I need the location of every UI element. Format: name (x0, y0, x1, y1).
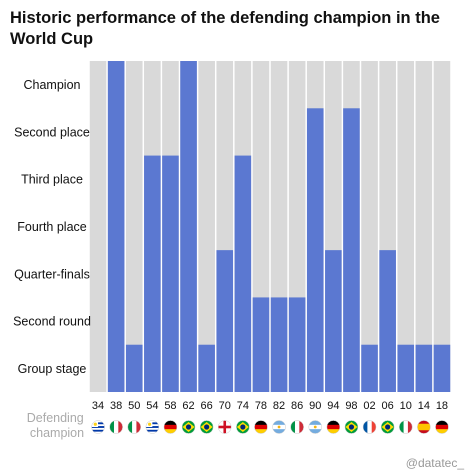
x-tick-86: 86 (291, 400, 303, 412)
bar-98 (343, 108, 360, 393)
credit-text: @datatec_ (406, 456, 465, 470)
x-tick-38: 38 (110, 400, 122, 412)
y-axis-labels: Group stage Second round Quarter-finals Fou… (13, 78, 91, 376)
bar-78 (252, 297, 270, 392)
germany-flag (254, 420, 268, 434)
france-flag (362, 420, 377, 434)
germany-flag (163, 420, 178, 434)
italy-flag (127, 420, 141, 434)
bar-90 (306, 108, 324, 393)
england-flag (218, 420, 232, 434)
y-label-fourth-place: Fourth place (17, 220, 87, 234)
spain-flag (417, 420, 431, 434)
bar-70 (216, 250, 234, 392)
x-tick-58: 58 (164, 400, 176, 412)
chart-columns (89, 61, 451, 392)
column-background-10 (397, 61, 415, 392)
defending-champion-flags (91, 420, 449, 434)
y-label-third-place: Third place (21, 173, 83, 187)
uruguay-flag (145, 420, 160, 434)
x-tick-78: 78 (255, 400, 267, 412)
bar-50 (125, 344, 143, 392)
x-tick-74: 74 (237, 400, 249, 412)
bar-66 (198, 344, 215, 392)
germany-flag (326, 420, 341, 434)
x-tick-06: 06 (382, 400, 394, 412)
argentina-flag (272, 420, 286, 434)
x-tick-18: 18 (436, 400, 448, 412)
bar-10 (397, 344, 415, 392)
y-label-quarter-finals: Quarter-finals (14, 267, 90, 281)
y-label-second-round: Second round (13, 315, 91, 329)
bar-62 (180, 61, 197, 392)
italy-flag (290, 420, 304, 434)
y-label-champion: Champion (24, 78, 81, 92)
column-background-18 (433, 61, 451, 392)
column-background-66 (198, 61, 215, 392)
chart-title: Historic performance of the defending ch… (10, 9, 440, 48)
bar-18 (433, 344, 451, 392)
bar-82 (270, 297, 288, 392)
x-tick-02: 02 (363, 400, 375, 412)
x-tick-10: 10 (400, 400, 412, 412)
column-background-14 (415, 61, 433, 392)
x-tick-94: 94 (327, 400, 339, 412)
x-tick-90: 90 (309, 400, 321, 412)
bar-02 (361, 344, 378, 392)
x-axis-tick-labels: 34 38 50 54 58 62 66 70 74 78 82 86 90 94 98 02 06 10 14 18 (92, 400, 448, 412)
x-tick-70: 70 (219, 400, 231, 412)
argentina-flag (308, 420, 322, 434)
y-label-group-stage: Group stage (18, 362, 87, 376)
x-tick-62: 62 (182, 400, 194, 412)
x-tick-14: 14 (418, 400, 430, 412)
chart-bars (107, 61, 451, 393)
x-tick-54: 54 (146, 400, 158, 412)
defending-label-line-1: Defending (27, 411, 84, 425)
brazil-flag (236, 420, 250, 434)
italy-flag (109, 420, 123, 434)
bar-38 (107, 61, 125, 392)
x-tick-82: 82 (273, 400, 285, 412)
defending-champion-label: Defending champion (27, 411, 87, 440)
x-tick-66: 66 (201, 400, 213, 412)
x-tick-50: 50 (128, 400, 140, 412)
x-tick-98: 98 (345, 400, 357, 412)
germany-flag (435, 420, 449, 434)
uruguay-flag (91, 420, 105, 434)
brazil-flag (380, 420, 395, 434)
column-background-50 (125, 61, 143, 392)
brazil-flag (344, 420, 359, 434)
x-tick-34: 34 (92, 400, 104, 412)
bar-06 (379, 250, 396, 392)
y-label-second-place: Second place (14, 125, 90, 139)
italy-flag (399, 420, 413, 434)
bar-54 (144, 155, 161, 392)
bar-58 (162, 155, 179, 392)
defending-label-line-2: champion (30, 426, 84, 440)
brazil-flag (199, 420, 214, 434)
bar-14 (415, 344, 433, 392)
bar-74 (234, 155, 252, 392)
column-background-02 (361, 61, 378, 392)
column-background-34 (89, 61, 107, 392)
brazil-flag (181, 420, 196, 434)
bar-94 (325, 250, 342, 392)
bar-86 (288, 297, 306, 392)
